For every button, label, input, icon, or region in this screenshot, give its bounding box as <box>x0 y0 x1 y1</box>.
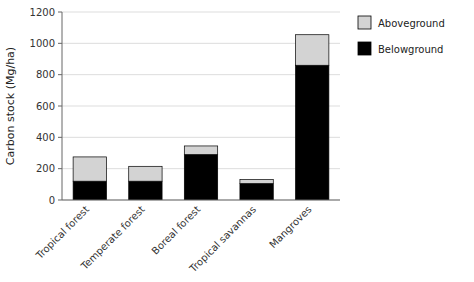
y-tick <box>58 137 62 138</box>
y-tick-label: 0 <box>49 195 55 206</box>
bar <box>73 157 106 181</box>
y-tick <box>58 12 62 13</box>
bar <box>240 184 273 200</box>
y-tick <box>58 168 62 169</box>
x-tick-label: Tropical forest <box>33 204 91 262</box>
y-tick-label: 800 <box>36 69 55 80</box>
bar <box>184 155 217 200</box>
y-tick <box>58 106 62 107</box>
bar <box>129 181 162 200</box>
bar <box>296 35 329 66</box>
y-tick <box>58 43 62 44</box>
chart: 0 200 400 600 800 1000 1200 Tropical forestTemp… <box>0 0 474 282</box>
x-tick-label: Mangroves <box>267 204 313 250</box>
y-tick <box>58 200 62 201</box>
y-tick-label: 1200 <box>30 7 55 18</box>
x-tick-label: Tropical savannas <box>187 204 258 275</box>
y-axis-label: Carbon stock (Mg/ha) <box>4 47 17 165</box>
bar <box>129 166 162 181</box>
bar <box>184 146 217 155</box>
bars <box>73 35 329 200</box>
grid <box>62 12 340 200</box>
bar <box>240 180 273 184</box>
y-tick-label: 600 <box>36 101 55 112</box>
legend-label: Belowground <box>378 44 443 55</box>
grid-line <box>62 200 340 201</box>
y-axis <box>62 12 63 200</box>
legend-label: Aboveground <box>378 18 445 29</box>
chart-container: 0 200 400 600 800 1000 1200 Tropical forestTemp… <box>0 0 474 282</box>
y-tick-label: 1000 <box>30 38 55 49</box>
bar <box>296 65 329 200</box>
y-tick-label: 200 <box>36 163 55 174</box>
legend-swatch <box>358 42 371 55</box>
legend: Aboveground Belowground <box>358 16 445 55</box>
bar <box>73 181 106 200</box>
y-tick <box>58 74 62 75</box>
x-tick-label: Temperate forest <box>78 204 147 273</box>
y-tick-label: 400 <box>36 132 55 143</box>
legend-swatch <box>358 16 371 29</box>
x-axis <box>62 200 340 201</box>
x-tick-label: Boreal forest <box>149 204 202 257</box>
grid-line <box>62 12 340 13</box>
